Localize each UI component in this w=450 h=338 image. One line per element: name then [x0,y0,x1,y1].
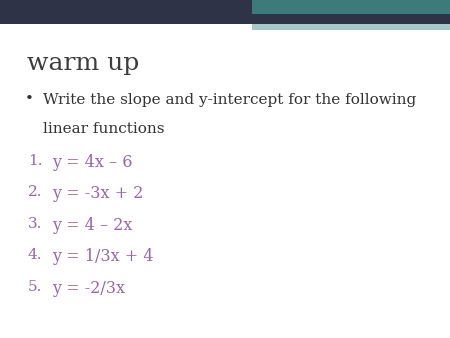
Bar [0,0,450,24]
Text: y = -3x + 2: y = -3x + 2 [52,185,143,202]
Text: 4.: 4. [28,248,42,262]
Text: •: • [25,92,34,106]
Text: y = 4 – 2x: y = 4 – 2x [52,217,132,234]
Text: 1.: 1. [28,154,42,168]
Text: y = -2/3x: y = -2/3x [52,280,125,296]
Text: 5.: 5. [28,280,42,293]
Text: warm up: warm up [27,52,139,75]
Text: 3.: 3. [28,217,42,231]
Bar [252,0,450,14]
Text: 2.: 2. [28,185,42,199]
Bar [252,24,450,30]
Text: y = 1/3x + 4: y = 1/3x + 4 [52,248,153,265]
Text: linear functions: linear functions [43,122,164,136]
Text: y = 4x – 6: y = 4x – 6 [52,154,132,171]
Text: Write the slope and y-intercept for the following: Write the slope and y-intercept for the … [43,93,416,107]
